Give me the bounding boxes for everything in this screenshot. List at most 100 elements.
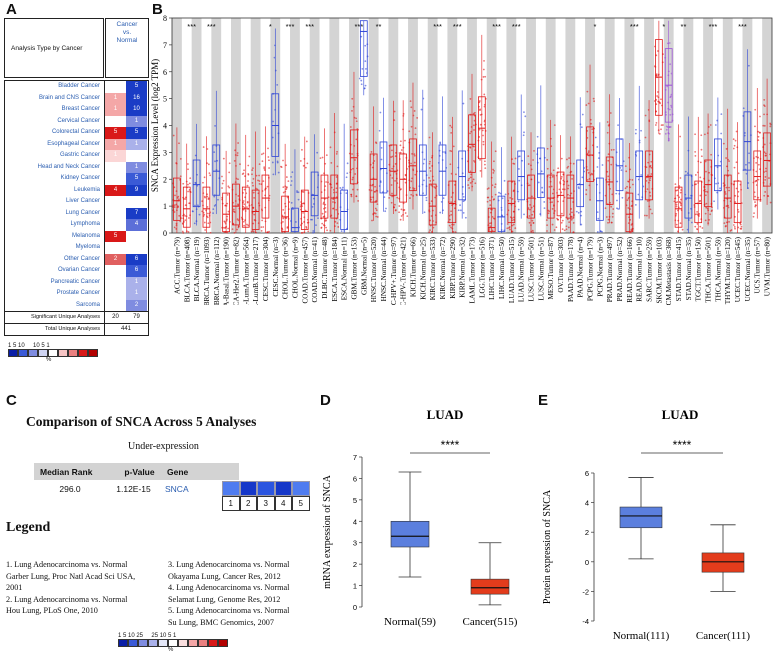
data-point [376, 203, 379, 206]
up-count-cell[interactable]: 1 [105, 104, 126, 116]
up-count-cell[interactable] [105, 265, 126, 277]
down-count-cell[interactable]: 10 [126, 104, 147, 116]
data-point [518, 179, 521, 182]
legend-a-pct: % [46, 357, 52, 363]
up-count-cell[interactable]: 5 [105, 230, 126, 242]
data-point [548, 185, 551, 188]
cancer-name[interactable]: Cervical Cancer [5, 115, 105, 127]
box-body [704, 159, 712, 208]
cancer-name[interactable]: Sarcoma [5, 299, 105, 311]
down-count-cell[interactable]: 16 [126, 92, 147, 104]
up-count-cell[interactable] [105, 276, 126, 288]
up-count-cell[interactable] [105, 115, 126, 127]
analysis-color-cell[interactable] [292, 481, 310, 496]
data-point [262, 180, 265, 183]
down-count-cell[interactable] [126, 230, 147, 242]
data-point [769, 201, 772, 204]
data-point [492, 198, 495, 201]
cancer-name[interactable]: Pancreatic Cancer [5, 276, 105, 288]
cancer-name[interactable]: Prostate Cancer [5, 288, 105, 300]
data-point [504, 193, 507, 196]
data-point [755, 170, 758, 173]
down-count-cell[interactable]: 6 [126, 265, 147, 277]
data-point [396, 196, 399, 199]
down-count-cell[interactable]: 1 [126, 276, 147, 288]
cancer-name[interactable]: Ovarian Cancer [5, 265, 105, 277]
cancer-name[interactable]: Brain and CNS Cancer [5, 92, 105, 104]
cancer-name[interactable]: Other Cancer [5, 253, 105, 265]
data-point [754, 195, 757, 198]
analysis-color-cell[interactable] [274, 481, 292, 496]
cancer-name[interactable]: Lung Cancer [5, 207, 105, 219]
down-count-cell[interactable]: 5 [126, 173, 147, 185]
data-point [334, 220, 337, 223]
down-count-cell[interactable]: 6 [126, 253, 147, 265]
x-tick-label: BRCA-Her2.Tumor (n=82) [232, 236, 240, 305]
cancer-name[interactable]: Lymphoma [5, 219, 105, 231]
up-count-cell[interactable] [105, 299, 126, 311]
data-point [723, 222, 726, 225]
data-point [371, 183, 374, 186]
down-count-cell[interactable]: 1 [126, 115, 147, 127]
down-count-cell[interactable]: 4 [126, 219, 147, 231]
up-count-cell[interactable] [105, 81, 126, 93]
data-point [430, 184, 433, 187]
up-count-cell[interactable]: 1 [105, 92, 126, 104]
data-point [173, 211, 176, 213]
cancer-name[interactable]: Kidney Cancer [5, 173, 105, 185]
up-count-cell[interactable]: 1 [105, 150, 126, 162]
significance-mark: *** [492, 22, 501, 31]
cancer-name[interactable]: Gastric Cancer [5, 150, 105, 162]
up-count-cell[interactable]: 4 [105, 184, 126, 196]
up-count-cell[interactable] [105, 173, 126, 185]
cancer-name[interactable]: Liver Cancer [5, 196, 105, 208]
cancer-name[interactable]: Breast Cancer [5, 104, 105, 116]
up-count-cell[interactable] [105, 207, 126, 219]
up-count-cell[interactable] [105, 288, 126, 300]
tissue-band [506, 18, 517, 233]
data-point [260, 229, 263, 232]
cancer-name[interactable]: Melanoma [5, 230, 105, 242]
up-count-cell[interactable]: 5 [105, 127, 126, 139]
down-count-cell[interactable]: 2 [126, 299, 147, 311]
data-point [282, 208, 285, 211]
down-count-cell[interactable]: 1 [126, 161, 147, 173]
down-count-cell[interactable]: 1 [126, 138, 147, 150]
data-point [260, 153, 263, 156]
data-point [704, 212, 707, 215]
analysis-color-cell[interactable] [257, 481, 275, 496]
data-point [414, 133, 417, 136]
gene-link[interactable]: SNCA [165, 483, 189, 494]
data-point [321, 222, 324, 225]
up-count-cell[interactable]: 2 [105, 253, 126, 265]
analysis-color-cell[interactable] [239, 481, 257, 496]
down-count-cell[interactable]: 5 [126, 127, 147, 139]
cancer-name[interactable]: Bladder Cancer [5, 81, 105, 93]
box-body [487, 207, 496, 233]
up-count-cell[interactable] [105, 219, 126, 231]
cancer-name[interactable]: Leukemia [5, 184, 105, 196]
down-count-cell[interactable] [126, 196, 147, 208]
up-count-cell[interactable]: 1 [105, 138, 126, 150]
cancer-name[interactable]: Myeloma [5, 242, 105, 254]
data-point [493, 160, 495, 163]
down-count-cell[interactable] [126, 150, 147, 162]
down-count-cell[interactable]: 9 [126, 184, 147, 196]
down-count-cell[interactable]: 7 [126, 207, 147, 219]
data-point [498, 191, 500, 194]
cancer-name[interactable]: Head and Neck Cancer [5, 161, 105, 173]
data-point [561, 228, 564, 230]
down-count-cell[interactable] [126, 242, 147, 254]
data-point [335, 176, 338, 178]
box-body [409, 138, 417, 192]
down-count-cell[interactable]: 5 [126, 81, 147, 93]
cancer-name[interactable]: Colorectal Cancer [5, 127, 105, 139]
up-count-cell[interactable] [105, 161, 126, 173]
cancer-name[interactable]: Esophageal Cancer [5, 138, 105, 150]
up-count-cell[interactable] [105, 242, 126, 254]
analysis-color-cell[interactable] [222, 481, 240, 496]
up-count-cell[interactable] [105, 196, 126, 208]
data-point [449, 149, 452, 152]
data-point [479, 123, 482, 126]
down-count-cell[interactable]: 1 [126, 288, 147, 300]
